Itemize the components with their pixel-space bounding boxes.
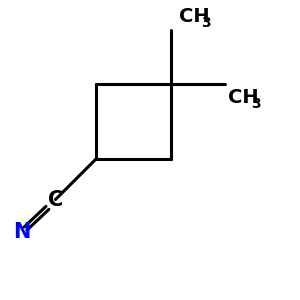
- Text: 3: 3: [201, 16, 211, 30]
- Text: CH: CH: [228, 88, 259, 107]
- Text: 3: 3: [251, 97, 260, 111]
- Text: CH: CH: [178, 7, 209, 26]
- Text: C: C: [48, 190, 63, 209]
- Text: N: N: [13, 223, 30, 242]
